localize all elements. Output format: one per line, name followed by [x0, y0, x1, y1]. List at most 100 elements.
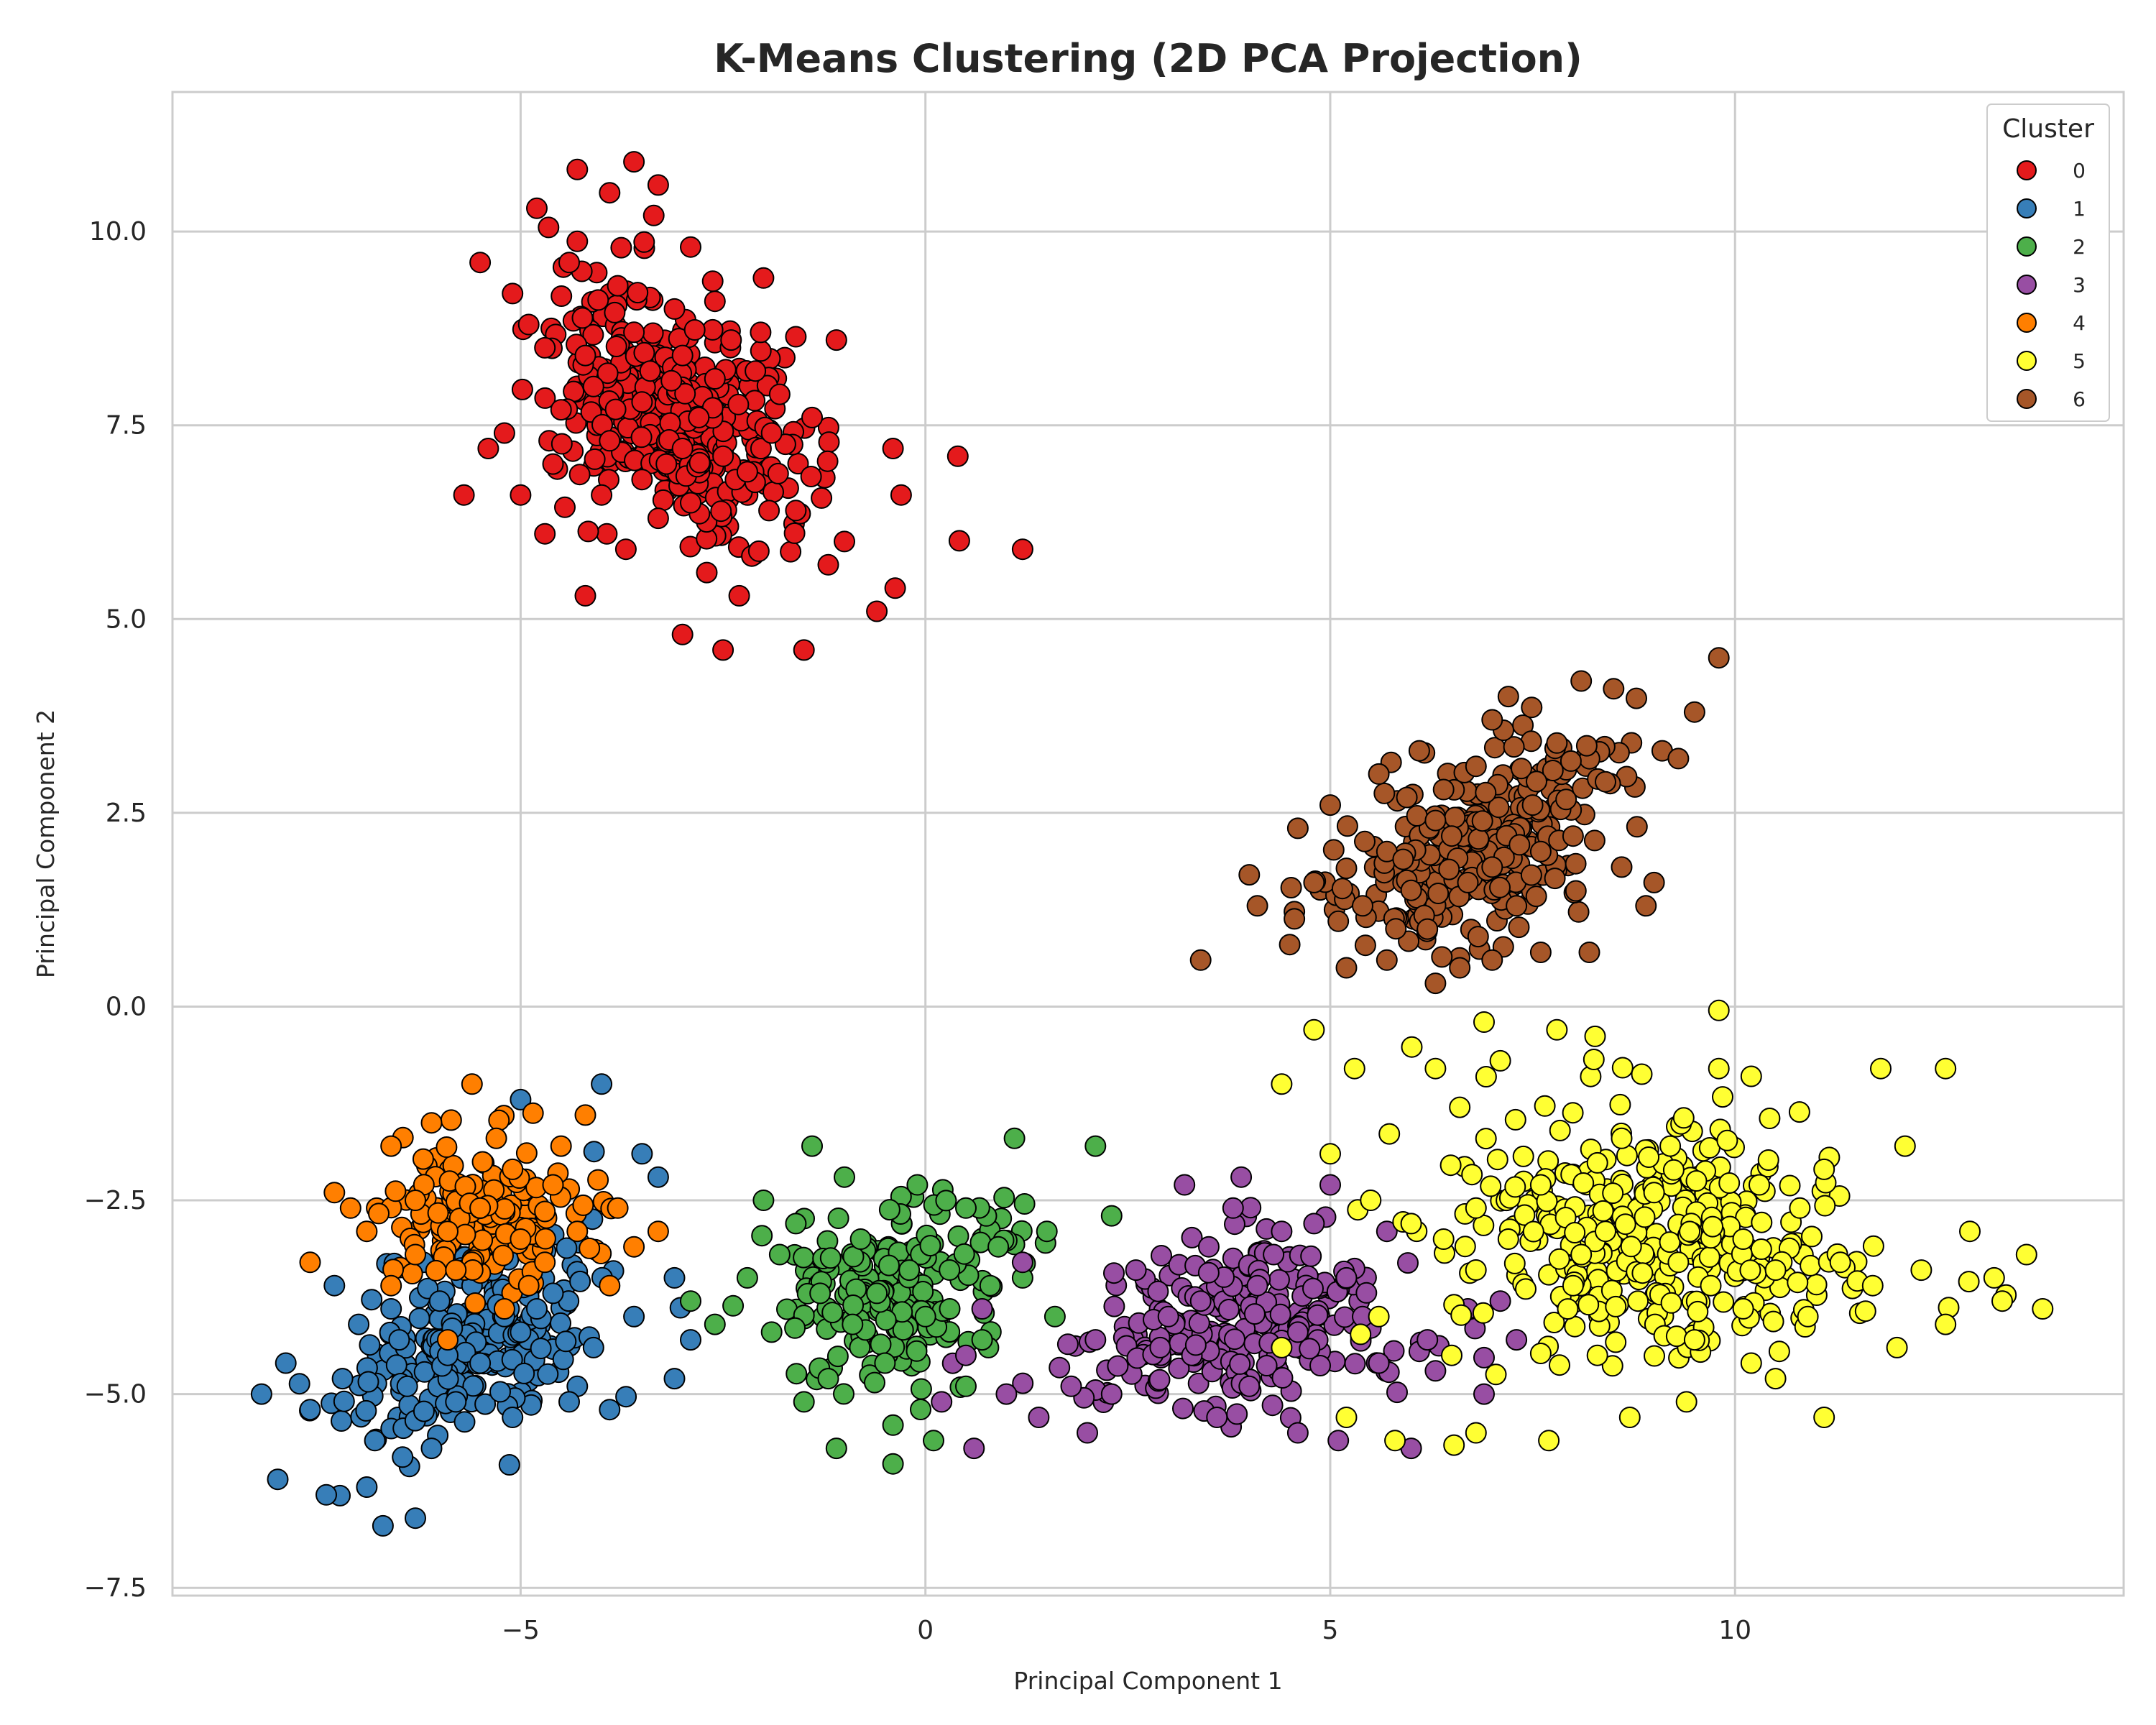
- data-point: [1299, 1338, 1321, 1360]
- data-point: [556, 1237, 578, 1259]
- data-point: [1396, 786, 1418, 809]
- data-point: [1392, 848, 1414, 870]
- data-point: [471, 1151, 494, 1173]
- data-point: [1534, 1095, 1556, 1117]
- data-point: [1319, 1143, 1341, 1165]
- data-point: [696, 561, 718, 584]
- data-point: [623, 1236, 645, 1258]
- data-point: [372, 1514, 394, 1537]
- data-point: [1586, 1344, 1608, 1366]
- data-point: [633, 341, 655, 364]
- data-point: [680, 1329, 701, 1351]
- data-point: [356, 1476, 378, 1498]
- data-point: [587, 1169, 609, 1191]
- data-point: [498, 1454, 520, 1476]
- data-point: [834, 1166, 855, 1188]
- data-point: [1309, 1355, 1331, 1376]
- data-point: [639, 360, 661, 382]
- data-point: [1935, 1313, 1957, 1335]
- data-point: [1679, 1220, 1701, 1243]
- legend-box: [1986, 104, 2110, 422]
- data-point: [1870, 1057, 1892, 1080]
- data-point: [396, 1375, 418, 1397]
- data-point: [1489, 1049, 1511, 1072]
- series-3: [931, 1166, 1528, 1460]
- data-point: [758, 500, 780, 522]
- data-point: [1246, 895, 1268, 917]
- data-point: [436, 1136, 458, 1158]
- data-point: [701, 270, 724, 293]
- data-point: [1481, 856, 1503, 878]
- data-point: [542, 453, 564, 475]
- data-point: [671, 438, 694, 459]
- data-point: [569, 1270, 591, 1292]
- data-point: [660, 369, 683, 392]
- data-point: [1683, 701, 1705, 723]
- data-point: [623, 151, 645, 173]
- data-point: [826, 1346, 849, 1368]
- data-point: [1485, 1363, 1507, 1386]
- data-point: [1187, 1372, 1210, 1394]
- data-point: [979, 1274, 1001, 1297]
- data-point: [445, 1391, 467, 1413]
- data-point: [1335, 1407, 1358, 1428]
- data-point: [510, 1321, 532, 1343]
- data-point: [1376, 949, 1398, 971]
- data-point: [1473, 1011, 1495, 1033]
- data-point: [413, 1400, 435, 1422]
- data-point: [1687, 1300, 1709, 1322]
- legend-item: 1: [2017, 197, 2086, 221]
- data-point: [315, 1484, 337, 1506]
- data-point: [1441, 1344, 1462, 1366]
- data-point: [1335, 957, 1358, 979]
- data-point: [550, 433, 573, 455]
- data-point: [1327, 1430, 1350, 1452]
- data-point: [275, 1352, 297, 1374]
- data-point: [1511, 758, 1532, 780]
- data-point: [1570, 670, 1593, 692]
- data-point: [817, 1368, 839, 1390]
- data-point: [1271, 1336, 1293, 1358]
- data-point: [1749, 1174, 1770, 1196]
- data-point: [591, 1073, 613, 1095]
- data-point: [987, 1236, 1010, 1258]
- data-point: [492, 1244, 514, 1266]
- data-point: [882, 1414, 904, 1436]
- data-point: [1584, 1025, 1606, 1047]
- data-point: [339, 1197, 361, 1219]
- data-point: [914, 1305, 936, 1328]
- data-point: [642, 322, 664, 344]
- data-point: [1238, 864, 1261, 886]
- data-point: [1383, 1340, 1405, 1362]
- data-point: [1605, 1295, 1627, 1317]
- data-point: [1660, 1292, 1682, 1314]
- data-point: [969, 1231, 992, 1254]
- data-point: [1644, 1345, 1665, 1367]
- data-point: [1465, 755, 1487, 778]
- data-point: [1302, 1277, 1324, 1300]
- data-point: [1504, 1108, 1526, 1131]
- data-point: [517, 1274, 540, 1297]
- data-point: [1438, 858, 1460, 880]
- data-point: [380, 1298, 402, 1320]
- data-point: [550, 1312, 571, 1334]
- data-point: [1643, 871, 1665, 893]
- data-point: [1586, 1151, 1608, 1174]
- data-point: [493, 422, 515, 444]
- data-point: [596, 523, 618, 545]
- data-point: [1609, 1093, 1631, 1116]
- data-point: [652, 489, 674, 511]
- data-point: [890, 484, 912, 506]
- data-point: [1643, 1182, 1665, 1204]
- data-point: [1634, 1206, 1656, 1228]
- data-point: [1060, 1375, 1082, 1397]
- data-point: [948, 530, 970, 552]
- data-point: [607, 1197, 629, 1219]
- data-point: [1189, 949, 1212, 971]
- data-point: [1354, 830, 1376, 852]
- data-point: [727, 393, 750, 415]
- data-point: [827, 1208, 849, 1229]
- data-point: [348, 1313, 370, 1335]
- data-point: [1626, 687, 1647, 709]
- data-point: [485, 1127, 507, 1149]
